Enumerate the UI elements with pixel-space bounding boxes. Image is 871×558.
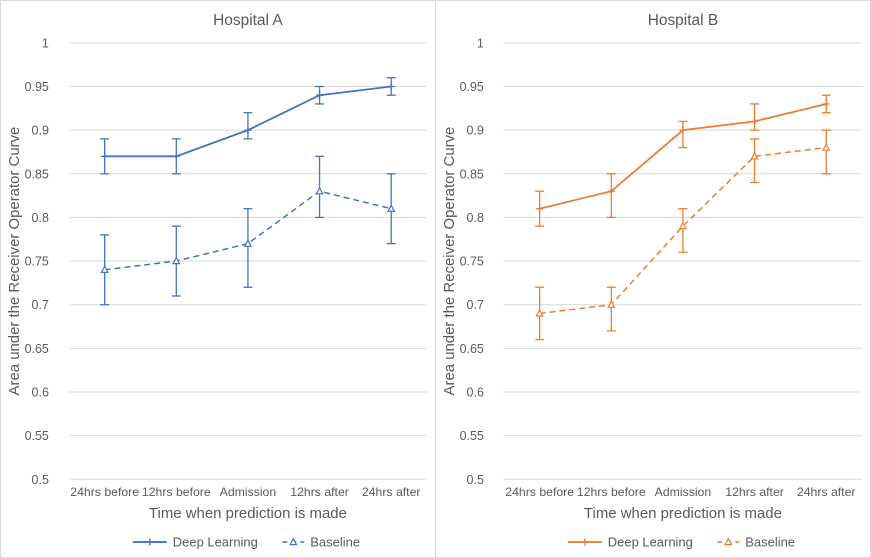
panel-hospital-a: 1 0.95 0.9 0.85 0.8 0.75 0.7 0.65 0.6 0.55 0.5 24hr… (0, 0, 436, 558)
y-tick-label: 0.65 (25, 342, 49, 356)
triangle-marker-icon (387, 204, 396, 212)
triangle-marker-icon (289, 537, 298, 546)
y-tick-label: 0.5 (467, 473, 484, 487)
y-tick-label: 0.6 (32, 385, 49, 399)
x-tick-label: 24hrs after (362, 485, 421, 499)
y-tick-label: 0.95 (460, 80, 484, 94)
y-tick-label: 0.65 (460, 342, 484, 356)
y-tick-label: 0.55 (25, 429, 49, 443)
y-tick-label: 1 (477, 36, 484, 50)
y-tick-label: 0.9 (32, 124, 49, 138)
x-axis-title: Time when prediction is made (149, 505, 347, 522)
x-tick-label: Admission (220, 485, 277, 499)
x-tick-label: Admission (655, 485, 712, 499)
y-tick-label: 0.95 (25, 80, 49, 94)
x-tick-label: 12hrs before (577, 485, 646, 499)
y-axis-title: Area under the Receiver Operator Curve (441, 127, 458, 396)
y-tick-label: 1 (42, 36, 49, 50)
legend: Deep Learning Baseline (567, 535, 795, 550)
triangle-marker-icon (315, 186, 324, 195)
triangle-marker-icon (172, 256, 181, 265)
series-line-deep-learning (539, 103, 827, 210)
x-tick-label: 24hrs before (505, 485, 574, 499)
chart-title: Hospital B (648, 12, 718, 29)
legend-label: Deep Learning (608, 535, 693, 550)
y-tick-label: 0.5 (32, 473, 49, 487)
x-tick-label: 24hrs before (70, 485, 139, 499)
y-tick-label: 0.55 (460, 429, 484, 443)
chart-title: Hospital A (213, 12, 283, 29)
triangle-marker-icon (100, 265, 109, 273)
y-tick-label: 0.7 (467, 298, 484, 312)
y-tick-label: 0.75 (460, 255, 484, 269)
y-tick-label: 0.75 (25, 255, 49, 269)
chart-hospital-b: 1 0.95 0.9 0.85 0.8 0.75 0.7 0.65 0.6 0.55 0.5 24hr… (441, 12, 863, 550)
panel-hospital-b: 1 0.95 0.9 0.85 0.8 0.75 0.7 0.65 0.6 0.55 0.5 24hr… (436, 0, 871, 558)
series-deep-learning (535, 94, 831, 227)
chart-hospital-a: 1 0.95 0.9 0.85 0.8 0.75 0.7 0.65 0.6 0.55 0.5 24hr… (6, 12, 428, 550)
series-baseline (535, 129, 831, 341)
x-axis-title: Time when prediction is made (584, 505, 782, 522)
triangle-marker-icon (724, 537, 733, 546)
y-tick-label: 0.6 (467, 385, 484, 399)
triangle-marker-icon (822, 142, 831, 151)
y-tick-label: 0.85 (25, 167, 49, 181)
x-tick-label: 12hrs after (725, 485, 784, 499)
legend-label: Baseline (745, 535, 795, 550)
legend-label: Baseline (310, 535, 360, 550)
x-tick-label: 24hrs after (797, 485, 856, 499)
x-tick-label: 12hrs after (290, 485, 349, 499)
x-tick-label: 12hrs before (142, 485, 211, 499)
triangle-marker-icon (678, 221, 688, 230)
triangle-marker-icon (607, 300, 616, 308)
triangle-marker-icon (535, 308, 544, 317)
legend: Deep Learning Baseline (132, 535, 360, 550)
y-tick-label: 0.7 (32, 298, 49, 312)
series-line-baseline (539, 146, 827, 315)
legend-label: Deep Learning (173, 535, 258, 550)
y-tick-label: 0.8 (32, 211, 49, 225)
series-baseline (100, 155, 396, 306)
y-tick-label: 0.9 (467, 124, 484, 138)
triangle-marker-icon (750, 151, 759, 160)
triangle-marker-icon (243, 238, 253, 247)
series-deep-learning (100, 77, 396, 175)
y-axis-title: Area under the Receiver Operator Curve (6, 127, 23, 396)
y-tick-label: 0.85 (460, 167, 484, 181)
y-tick-label: 0.8 (467, 211, 484, 225)
